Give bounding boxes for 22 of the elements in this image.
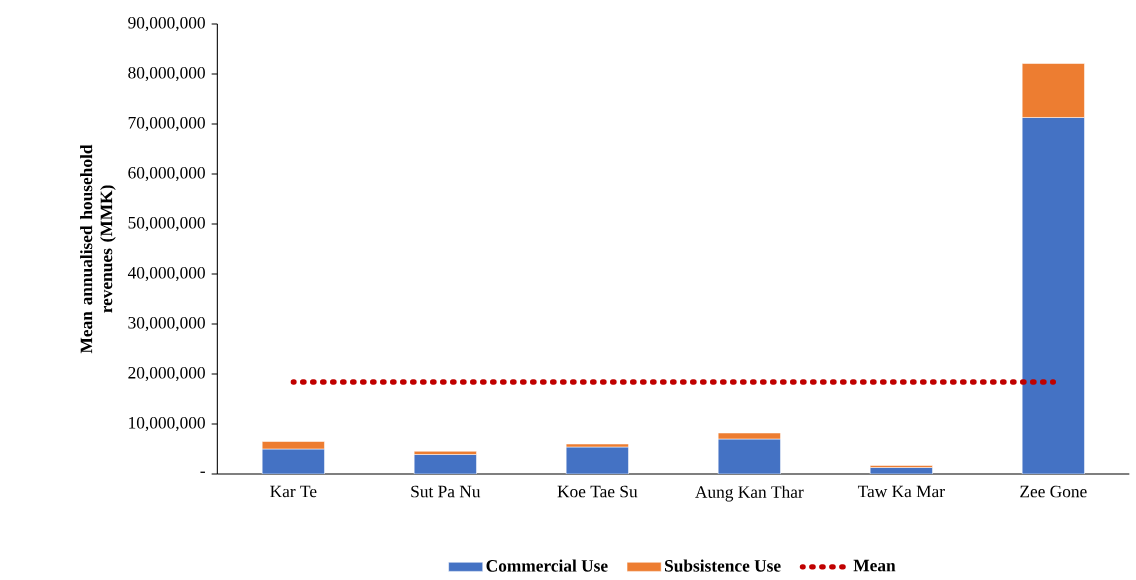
- y-tick-label: 50,000,000: [128, 216, 205, 232]
- y-tick-label: 90,000,000: [128, 16, 205, 32]
- x-tick-label: Aung Kan Thar: [695, 485, 804, 502]
- y-tick-label: 80,000,000: [128, 66, 205, 82]
- y-tick-label: 70,000,000: [128, 116, 205, 132]
- x-tick-label: Koe Tae Su: [557, 485, 638, 498]
- y-tick-label: 10,000,000: [129, 416, 205, 432]
- bar: [413, 454, 477, 474]
- legend-label: Subsistence Use: [665, 559, 781, 572]
- x-tick-label: Kar Te: [270, 485, 317, 498]
- x-tick-label: Zee Gone: [1020, 485, 1087, 498]
- y-tick-label: 60,000,000: [128, 166, 205, 182]
- x-tick-label: Sut Pa Nu: [411, 485, 481, 498]
- bar: [565, 446, 629, 474]
- y-tick-label: 40,000,000: [127, 266, 205, 282]
- x-tick-label: Taw Ka Mar: [857, 485, 945, 498]
- y-tick-label: 30,000,000: [128, 316, 205, 332]
- legend-label: Commercial Use: [486, 559, 608, 572]
- y-axis-title: Mean annualised household revenues (MMK): [80, 144, 116, 354]
- legend-label: Mean: [853, 559, 896, 572]
- y-tick-label: 20,000,000: [128, 366, 205, 382]
- y-tick-label: -: [200, 471, 205, 473]
